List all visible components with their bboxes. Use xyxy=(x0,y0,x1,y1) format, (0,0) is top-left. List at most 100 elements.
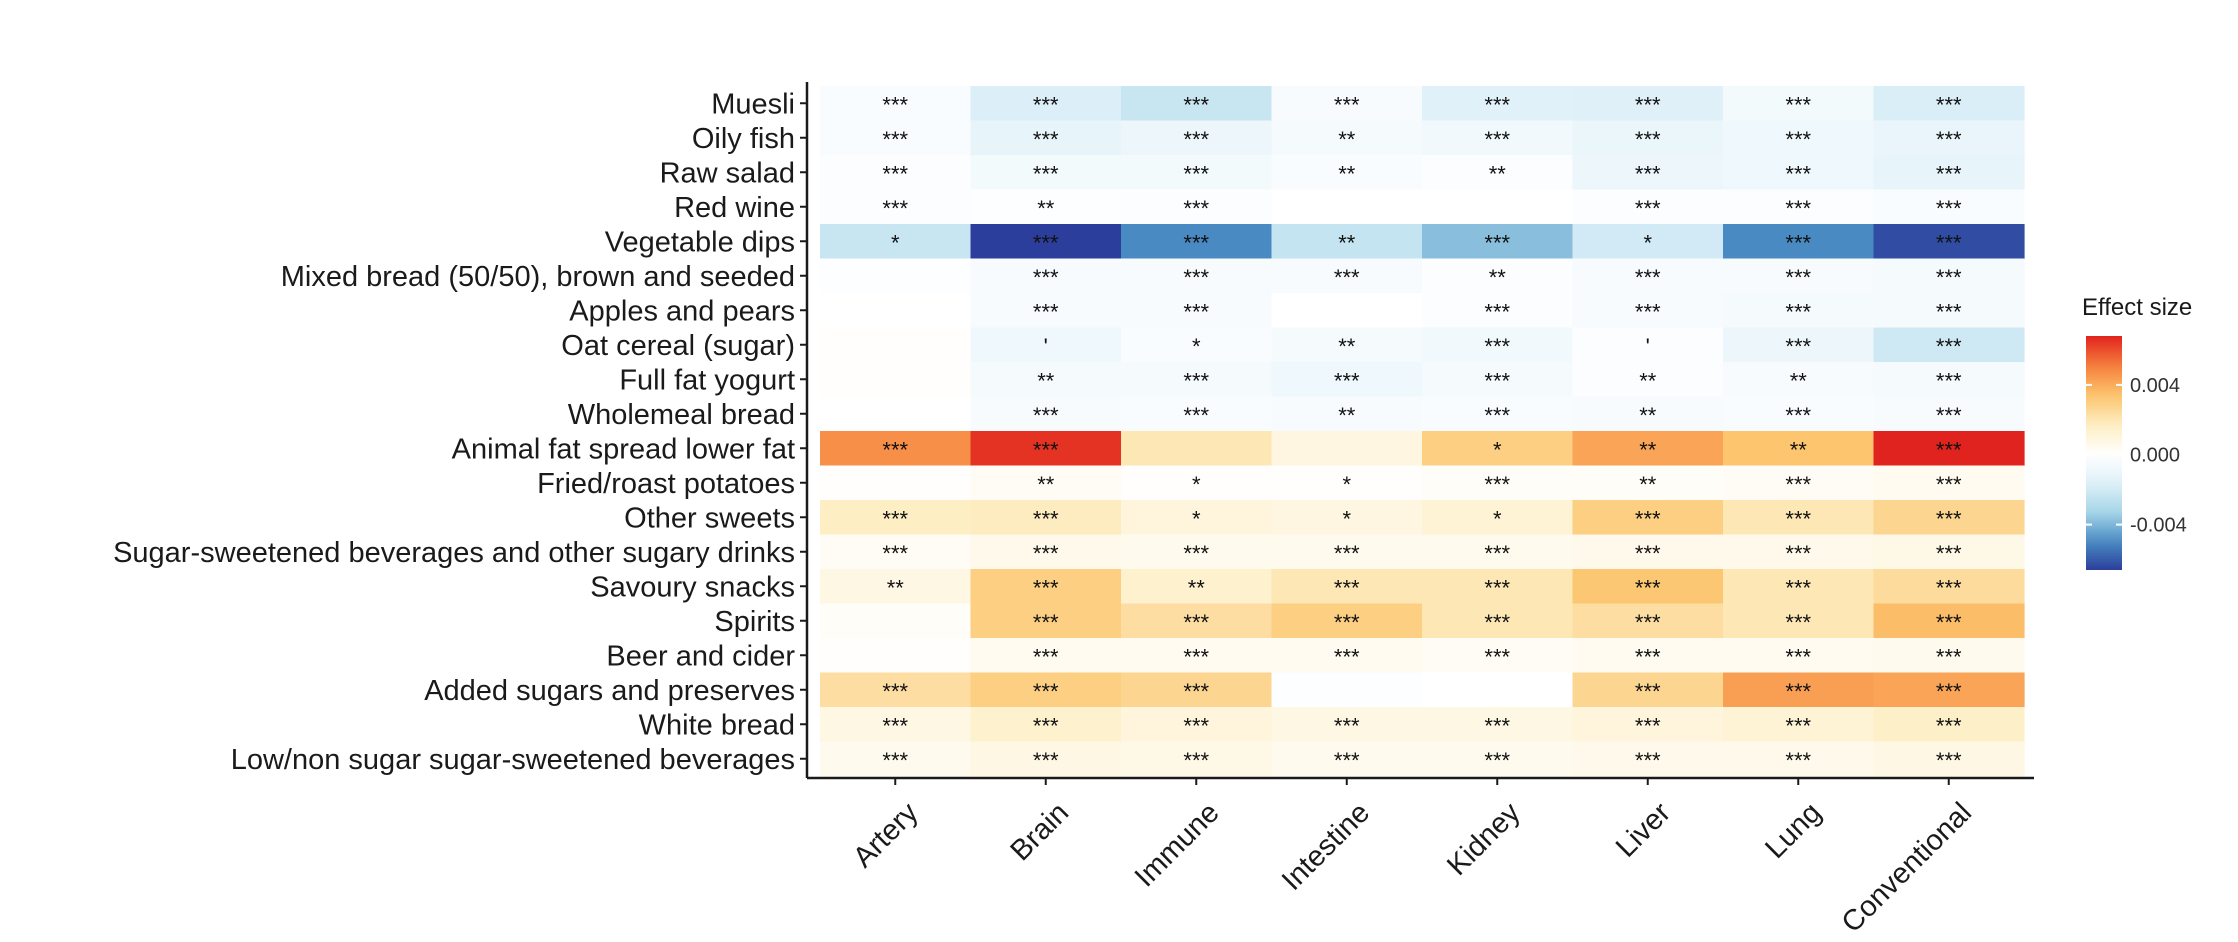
heatmap-cell xyxy=(1572,396,1724,432)
heatmap-cell xyxy=(1271,534,1423,570)
column-label: Kidney xyxy=(1441,796,1527,882)
significance-label: *** xyxy=(1033,748,1059,773)
heatmap-cell xyxy=(970,396,1122,432)
heatmap-cell xyxy=(1271,258,1423,294)
significance-label: *** xyxy=(1334,610,1360,635)
significance-label: *** xyxy=(1936,161,1962,186)
significance-label: ** xyxy=(1338,161,1356,186)
significance-label: * xyxy=(1342,506,1351,531)
heatmap-cell xyxy=(1723,120,1875,156)
heatmap-cell xyxy=(1572,258,1724,294)
significance-label: * xyxy=(1192,472,1201,497)
heatmap-cell xyxy=(1121,86,1273,122)
heatmap-cell xyxy=(970,465,1122,501)
heatmap-cell xyxy=(1572,362,1724,398)
significance-label: *** xyxy=(1785,472,1811,497)
heatmap-cell xyxy=(1873,431,2025,467)
significance-label: *** xyxy=(1484,299,1510,324)
heatmap-cell xyxy=(1873,603,2025,639)
heatmap-cell xyxy=(970,327,1122,363)
significance-label: ** xyxy=(1790,368,1808,393)
heatmap-cell xyxy=(820,465,972,501)
row-label: Raw salad xyxy=(660,157,795,189)
significance-label: *** xyxy=(1334,713,1360,738)
significance-label: ** xyxy=(1790,437,1808,462)
significance-label: *** xyxy=(1484,230,1510,255)
heatmap-cell xyxy=(1271,362,1423,398)
heatmap-cell xyxy=(1723,431,1875,467)
significance-label: *** xyxy=(1936,506,1962,531)
heatmap-cell xyxy=(1121,396,1273,432)
heatmap-cell xyxy=(820,120,972,156)
heatmap-cell xyxy=(1271,672,1423,708)
heatmap-cell xyxy=(1121,155,1273,191)
significance-label: *** xyxy=(882,92,908,117)
row-label: Low/non sugar sugar-sweetened beverages xyxy=(231,744,795,776)
heatmap-cell xyxy=(820,500,972,536)
significance-label: *** xyxy=(882,196,908,221)
legend-title: Effect size xyxy=(2082,294,2192,321)
heatmap-cell xyxy=(1121,672,1273,708)
significance-label: *** xyxy=(1635,610,1661,635)
heatmap-cell xyxy=(1873,120,2025,156)
significance-label: *** xyxy=(1785,265,1811,290)
heatmap-cell xyxy=(820,396,972,432)
significance-label: *** xyxy=(1936,713,1962,738)
heatmap-cell xyxy=(1121,189,1273,225)
heatmap-cell xyxy=(1572,224,1724,260)
significance-label: * xyxy=(1342,472,1351,497)
significance-label: *** xyxy=(1033,127,1059,152)
significance-label: ** xyxy=(1338,334,1356,359)
heatmap-cell xyxy=(1873,155,2025,191)
significance-label: *** xyxy=(1635,127,1661,152)
heatmap-cell xyxy=(1572,534,1724,570)
significance-label: *** xyxy=(1936,368,1962,393)
heatmap-cell xyxy=(1723,189,1875,225)
heatmap-cell xyxy=(1422,293,1574,329)
heatmap-cell xyxy=(1873,741,2025,777)
significance-label: * xyxy=(1192,506,1201,531)
heatmap-cell xyxy=(1422,431,1574,467)
heatmap-cell xyxy=(1723,293,1875,329)
significance-label: ** xyxy=(1037,368,1055,393)
heatmap-cell xyxy=(1121,431,1273,467)
significance-label: *** xyxy=(1936,472,1962,497)
significance-label: *** xyxy=(1936,748,1962,773)
significance-label: *** xyxy=(882,748,908,773)
significance-label: *** xyxy=(1635,161,1661,186)
significance-label: ** xyxy=(1037,196,1055,221)
significance-label: *** xyxy=(1183,161,1209,186)
row-label: Savoury snacks xyxy=(590,571,795,603)
significance-label: *** xyxy=(1183,679,1209,704)
heatmap-cell xyxy=(1121,500,1273,536)
significance-label: *** xyxy=(1936,575,1962,600)
heatmap-cell xyxy=(1121,362,1273,398)
heatmap-cell xyxy=(1723,396,1875,432)
significance-label: *** xyxy=(1033,161,1059,186)
legend-tick-label: 0.000 xyxy=(2130,445,2180,467)
significance-label: *** xyxy=(1484,127,1510,152)
heatmap-cell xyxy=(1723,741,1875,777)
heatmap-cell xyxy=(820,224,972,260)
significance-label: *** xyxy=(882,679,908,704)
significance-label: * xyxy=(1192,334,1201,359)
significance-label: * xyxy=(891,230,900,255)
heatmap-cell xyxy=(1723,86,1875,122)
heatmap-cell xyxy=(1271,189,1423,225)
significance-label: *** xyxy=(1033,541,1059,566)
significance-label: *** xyxy=(1635,299,1661,324)
heatmap-cell xyxy=(1271,500,1423,536)
significance-label: *** xyxy=(1635,541,1661,566)
heatmap-cell xyxy=(1723,465,1875,501)
significance-label: *** xyxy=(1033,92,1059,117)
row-label: Added sugars and preserves xyxy=(424,675,795,707)
row-label: Oat cereal (sugar) xyxy=(561,330,795,362)
heatmap-cell xyxy=(1723,224,1875,260)
heatmap-cell xyxy=(1572,327,1724,363)
significance-label: *** xyxy=(1183,610,1209,635)
heatmap-cell xyxy=(1121,707,1273,743)
heatmap-cell xyxy=(1873,396,2025,432)
heatmap-cell xyxy=(1723,362,1875,398)
significance-label: *** xyxy=(1183,265,1209,290)
